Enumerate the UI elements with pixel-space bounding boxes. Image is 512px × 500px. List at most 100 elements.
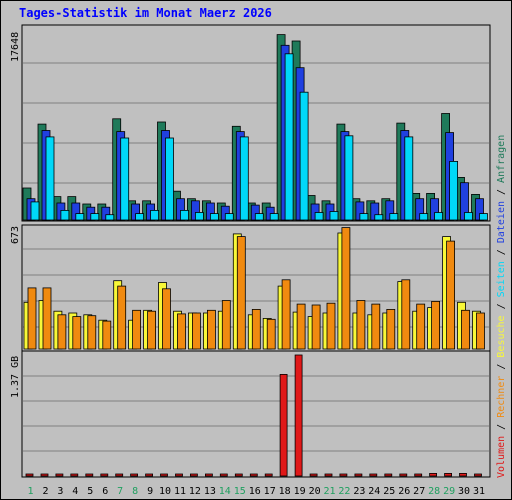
x-tick-label-10: 10 bbox=[159, 486, 171, 497]
bar-rechner-day-24 bbox=[371, 303, 381, 350]
bar-volumen-day-3 bbox=[55, 473, 64, 477]
bar-seiten-day-13 bbox=[209, 213, 219, 221]
legend-separator: / bbox=[496, 243, 507, 261]
bar-rechner-day-21 bbox=[326, 302, 336, 350]
bar-volumen-day-31 bbox=[474, 473, 482, 477]
bar-seiten-day-23 bbox=[359, 213, 369, 221]
bar-seiten-day-16 bbox=[254, 213, 264, 221]
legend-separator: / bbox=[496, 297, 507, 315]
bar-rechner-day-18 bbox=[281, 279, 291, 350]
bar-seiten-day-25 bbox=[389, 213, 399, 221]
legend-separator: / bbox=[496, 183, 507, 201]
x-tick-label-30: 30 bbox=[458, 486, 470, 497]
bar-rechner-day-22 bbox=[341, 227, 351, 350]
x-tick-label-23: 23 bbox=[353, 486, 365, 497]
bar-rechner-day-3 bbox=[57, 314, 67, 350]
x-tick-label-9: 9 bbox=[147, 486, 153, 497]
bar-volumen-day-15 bbox=[234, 473, 243, 477]
bar-rechner-day-27 bbox=[416, 303, 426, 350]
bar-volumen-day-11 bbox=[175, 473, 183, 477]
bar-volumen-day-26 bbox=[399, 473, 408, 477]
bar-seiten-day-17 bbox=[269, 213, 279, 221]
bar-rechner-day-19 bbox=[296, 303, 306, 350]
x-tick-label-31: 31 bbox=[473, 486, 485, 497]
x-tick-label-14: 14 bbox=[219, 486, 231, 497]
bar-volumen-day-27 bbox=[414, 473, 423, 477]
bar-seiten-day-11 bbox=[180, 209, 189, 221]
x-tick-label-13: 13 bbox=[204, 486, 216, 497]
bar-volumen-day-23 bbox=[354, 473, 363, 477]
legend-item-dateien: Dateien bbox=[496, 201, 507, 243]
legend-separator: / bbox=[496, 418, 507, 436]
bar-rechner-day-14 bbox=[221, 300, 231, 350]
x-tick-label-3: 3 bbox=[57, 486, 63, 497]
x-tick-label-8: 8 bbox=[132, 486, 138, 497]
bar-volumen-day-8 bbox=[130, 473, 139, 477]
x-tick-label-15: 15 bbox=[234, 486, 246, 497]
bar-seiten-day-27 bbox=[419, 213, 429, 221]
bar-volumen-day-2 bbox=[40, 473, 49, 477]
bar-rechner-day-16 bbox=[251, 308, 261, 350]
bar-seiten-day-8 bbox=[135, 213, 145, 221]
bar-rechner-day-7 bbox=[117, 285, 127, 350]
x-tick-label-6: 6 bbox=[102, 486, 108, 497]
x-tick-label-11: 11 bbox=[174, 486, 186, 497]
bar-rechner-day-29 bbox=[446, 240, 456, 350]
y-max-label-hits: 17648 bbox=[10, 32, 21, 62]
bar-seiten-day-6 bbox=[105, 214, 115, 221]
legend-item-rechner: Rechner bbox=[496, 376, 507, 418]
bar-seiten-day-2 bbox=[45, 136, 55, 221]
bar-rechner-day-25 bbox=[386, 308, 396, 350]
y-max-label-visits: 673 bbox=[10, 226, 21, 244]
bar-volumen-day-20 bbox=[309, 473, 318, 477]
bar-volumen-day-16 bbox=[249, 473, 258, 477]
bar-rechner-day-31 bbox=[476, 312, 485, 350]
bar-seiten-day-3 bbox=[60, 209, 70, 221]
bar-seiten-day-1 bbox=[30, 201, 40, 221]
x-tick-label-5: 5 bbox=[87, 486, 93, 497]
bar-seiten-day-30 bbox=[464, 212, 473, 221]
legend-item-seiten: Seiten bbox=[496, 261, 507, 297]
bar-rechner-day-26 bbox=[401, 279, 411, 350]
bar-marks bbox=[22, 34, 488, 477]
bar-rechner-day-17 bbox=[266, 318, 276, 350]
bar-volumen-day-19 bbox=[294, 354, 303, 477]
bar-seiten-day-18 bbox=[284, 53, 294, 221]
legend: Volumen / Rechner / Besuche / Seiten / D… bbox=[496, 135, 507, 478]
bar-seiten-day-20 bbox=[314, 212, 324, 221]
bar-volumen-day-22 bbox=[339, 473, 348, 477]
bar-seiten-day-31 bbox=[479, 213, 488, 221]
x-tick-label-18: 18 bbox=[279, 486, 291, 497]
x-tick-label-12: 12 bbox=[189, 486, 201, 497]
x-tick-label-1: 1 bbox=[27, 486, 33, 497]
x-tick-label-17: 17 bbox=[264, 486, 276, 497]
bar-volumen-day-12 bbox=[189, 473, 198, 477]
bar-volumen-day-4 bbox=[70, 473, 79, 477]
legend-separator: / bbox=[496, 358, 507, 376]
bar-volumen-day-10 bbox=[160, 473, 168, 477]
bar-rechner-day-28 bbox=[431, 300, 441, 350]
x-tick-label-28: 28 bbox=[428, 486, 440, 497]
bar-volumen-day-17 bbox=[264, 473, 273, 477]
bar-rechner-day-9 bbox=[147, 310, 157, 350]
bar-seiten-day-9 bbox=[150, 209, 160, 221]
bar-seiten-day-21 bbox=[329, 211, 339, 221]
x-tick-label-27: 27 bbox=[413, 486, 425, 497]
bar-rechner-day-2 bbox=[42, 287, 52, 350]
bar-seiten-day-5 bbox=[90, 213, 100, 221]
bar-volumen-day-28 bbox=[429, 472, 438, 477]
bar-rechner-day-4 bbox=[72, 316, 82, 350]
x-tick-label-22: 22 bbox=[338, 486, 350, 497]
bar-seiten-day-22 bbox=[344, 135, 354, 221]
bar-seiten-day-15 bbox=[239, 136, 249, 221]
bar-rechner-day-20 bbox=[311, 304, 321, 350]
bar-seiten-day-24 bbox=[374, 214, 384, 221]
x-tick-label-19: 19 bbox=[294, 486, 306, 497]
bar-volumen-day-29 bbox=[444, 472, 453, 477]
x-tick-label-16: 16 bbox=[249, 486, 261, 497]
bar-volumen-day-18 bbox=[279, 373, 288, 477]
legend-item-anfragen: Anfragen bbox=[496, 135, 507, 183]
x-tick-label-25: 25 bbox=[383, 486, 395, 497]
bar-rechner-day-1 bbox=[27, 287, 37, 350]
